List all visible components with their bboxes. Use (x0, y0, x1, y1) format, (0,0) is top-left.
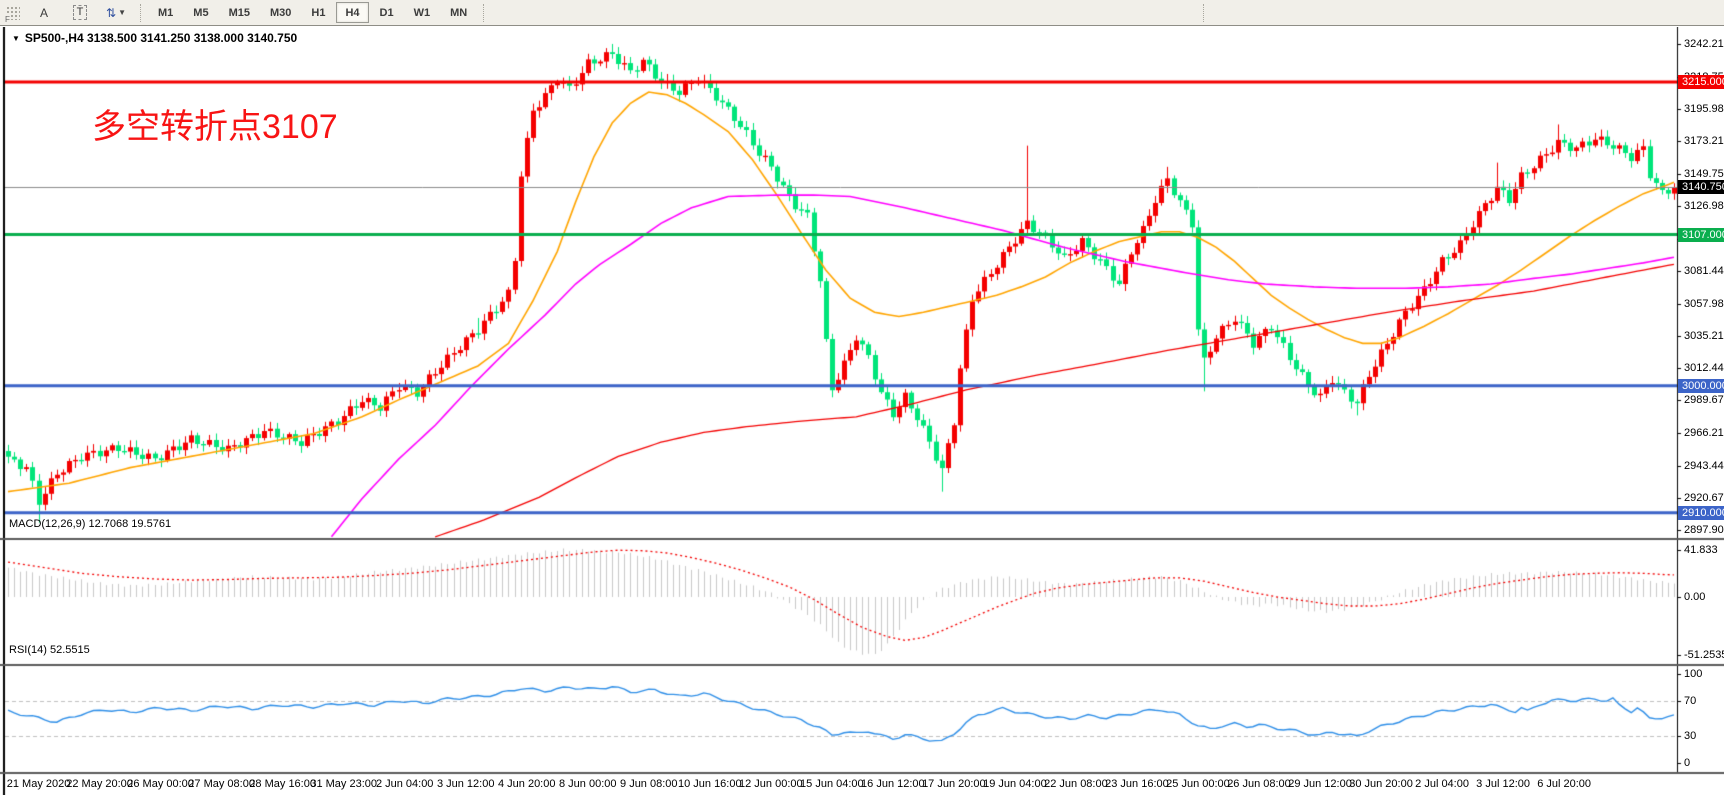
text-tool-button[interactable]: T (63, 2, 97, 24)
time-axis-label: 30 Jun 20:00 (1349, 778, 1413, 790)
time-axis-label: 2 Jun 04:00 (375, 778, 434, 790)
toolbar-drag-handle-icon[interactable]: F (5, 5, 20, 24)
timeframe-button-mn[interactable]: MN (450, 6, 468, 19)
time-axis-label: 27 May 08:00 (188, 778, 255, 790)
rsi-axis-tick: 30 (1684, 730, 1697, 743)
toolbar-separator (1203, 3, 1205, 22)
rsi-axis-tick: 70 (1684, 694, 1697, 707)
symbol-dropdown-icon[interactable]: ▼ (12, 34, 20, 43)
price-axis-tick: 2943.440 (1684, 459, 1724, 472)
timeframe-button-w1[interactable]: W1 (413, 6, 431, 19)
dropdown-caret-icon[interactable]: ▼ (118, 8, 126, 17)
price-axis-tick: 3149.750 (1684, 168, 1724, 181)
time-axis-label: 28 May 16:00 (249, 778, 316, 790)
price-axis-tick: 3012.440 (1684, 362, 1724, 375)
arrows-icon: ⇅ (106, 5, 117, 20)
rsi-axis-tick: 0 (1684, 757, 1691, 769)
time-axis-label: 21 May 2020 (6, 778, 71, 790)
time-axis-label: 12 Jun 00:00 (739, 778, 803, 790)
timeframe-button-m1[interactable]: M1 (158, 6, 174, 19)
time-axis-label: 19 Jun 04:00 (983, 778, 1047, 790)
a-tool-button[interactable]: A (39, 5, 48, 20)
macd-axis-tick: -51.2535 (1684, 648, 1724, 661)
timeframe-button-h4[interactable]: H4 (336, 2, 369, 23)
timeframe-group: M1 M5 M15 M30 H1 H4 D1 W1 MN (148, 2, 477, 23)
time-axis-label: 29 Jun 12:00 (1288, 778, 1352, 790)
timeframe-button-d1[interactable]: D1 (379, 6, 394, 19)
time-axis-label: 2 Jul 04:00 (1415, 778, 1469, 790)
price-axis-tick: 3173.210 (1684, 135, 1724, 148)
current-price-badge: 3140.750 (1678, 179, 1724, 194)
price-axis-tick: 3081.440 (1684, 264, 1724, 277)
price-axis-tick: 2897.900 (1684, 523, 1724, 536)
timeframe-button-h1[interactable]: H1 (311, 6, 326, 19)
macd-axis-tick: 0.00 (1684, 591, 1706, 603)
chart-window: ▼ SP500-,H4 3138.500 3141.250 3138.000 31… (0, 27, 1724, 795)
price-axis-tick: 3242.210 (1684, 37, 1724, 50)
time-axis-label: 17 Jun 20:00 (922, 778, 986, 790)
price-axis-tick: 3057.980 (1684, 297, 1724, 310)
price-axis-tick: 2966.210 (1684, 427, 1724, 440)
arrows-tool-button[interactable]: ⇅ ▼ (99, 2, 133, 24)
time-axis-label: 15 Jun 04:00 (800, 778, 864, 790)
time-axis-label: 8 Jun 00:00 (559, 778, 617, 790)
time-axis-label: 25 Jun 00:00 (1166, 778, 1230, 790)
macd-axis-tick: 41.833 (1684, 543, 1718, 556)
hline-price-badge: 3215.000 (1678, 75, 1724, 90)
time-axis-label: 16 Jun 12:00 (861, 778, 925, 790)
text-tool-icon: T (72, 5, 88, 20)
macd-values: 12.7068 19.5761 (88, 518, 172, 530)
price-axis-tick: 2989.670 (1684, 394, 1724, 407)
time-axis-label: 26 May 00:00 (127, 778, 194, 790)
time-axis-label: 9 Jun 08:00 (620, 778, 678, 790)
time-axis-label: 26 Jun 08:00 (1227, 778, 1291, 790)
time-axis-label: 3 Jun 12:00 (436, 778, 495, 790)
toolbar: F A T ⇅ ▼ M1 M5 M15 M30 H1 H4 D1 W1 MN (0, 0, 1724, 26)
chart-canvas[interactable] (0, 27, 1724, 795)
time-axis-label: 4 Jun 20:00 (497, 778, 556, 790)
time-axis-label: 3 Jul 12:00 (1476, 778, 1530, 790)
time-axis-label: 10 Jun 16:00 (677, 778, 742, 790)
time-axis-label: 31 May 23:00 (310, 778, 377, 790)
chart-title: ▼ SP500-,H4 3138.500 3141.250 3138.000 31… (12, 31, 297, 45)
price-axis-tick: 2920.670 (1684, 491, 1724, 504)
timeframe-button-m5[interactable]: M5 (193, 6, 209, 19)
toolbar-separator (483, 3, 485, 22)
rsi-name: RSI(14) (9, 644, 47, 656)
hline-price-badge: 3107.000 (1678, 227, 1724, 242)
price-axis-tick: 3035.210 (1684, 330, 1724, 342)
time-axis-label: 6 Jul 20:00 (1537, 778, 1592, 790)
price-axis-tick: 3126.980 (1684, 200, 1724, 213)
chart-annotation-text: 多空转折点3107 (92, 108, 338, 146)
timeframe-button-m30[interactable]: M30 (269, 6, 292, 19)
hline-price-badge: 2910.000 (1678, 505, 1724, 520)
hline-price-badge: 3000.000 (1678, 378, 1724, 393)
chart-title-text: SP500-,H4 3138.500 3141.250 3138.000 314… (24, 31, 298, 45)
rsi-indicator-label: RSI(14) 52.5515 (9, 644, 90, 656)
toolbar-separator (140, 3, 142, 22)
time-axis-label: 22 Jun 08:00 (1044, 778, 1108, 790)
time-axis-label: 23 Jun 16:00 (1105, 778, 1169, 790)
rsi-value: 52.5515 (49, 644, 90, 656)
macd-name: MACD(12,26,9) (9, 518, 86, 530)
macd-indicator-label: MACD(12,26,9) 12.7068 19.5761 (9, 518, 171, 530)
rsi-axis-tick: 100 (1684, 668, 1703, 680)
time-axis-label: 22 May 20:00 (66, 778, 133, 790)
price-axis-tick: 3195.980 (1684, 102, 1724, 115)
timeframe-button-m15[interactable]: M15 (228, 6, 250, 19)
toolbar-handle-label: F (5, 14, 11, 24)
